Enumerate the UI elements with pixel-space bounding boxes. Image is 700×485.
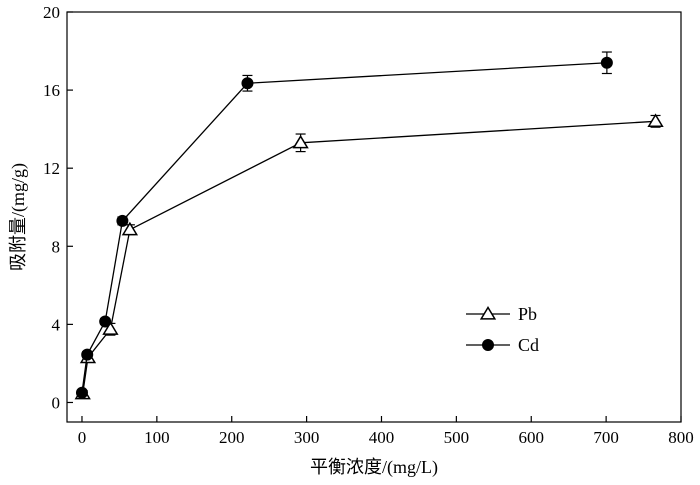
y-axis-ticks: 0 4 8 12 16 20 [43, 3, 73, 412]
series-layer [74, 51, 664, 400]
series-cd [75, 51, 613, 399]
y-axis-label: 吸附量/(mg/g) [8, 163, 29, 271]
y-tick-label: 0 [52, 393, 61, 412]
x-axis-label: 平衡浓度/(mg/L) [310, 457, 438, 478]
y-tick-label: 12 [43, 159, 60, 178]
legend: Pb Cd [466, 304, 539, 355]
legend-marker [482, 339, 494, 351]
series-line-pb [82, 120, 656, 394]
y-tick-label: 4 [52, 315, 61, 334]
data-point-pb [647, 113, 664, 127]
data-point-pb [121, 221, 139, 236]
x-tick-label: 400 [369, 428, 395, 447]
legend-item-pb: Pb [466, 304, 537, 324]
data-point-cd [116, 214, 129, 227]
data-point-cd [600, 56, 613, 69]
data-point-cd [99, 315, 112, 328]
y-tick-label: 8 [52, 237, 61, 256]
x-tick-label: 600 [518, 428, 544, 447]
legend-label: Cd [518, 335, 539, 355]
plot-frame [66, 11, 682, 423]
series-pb [74, 113, 664, 400]
data-point-cd [81, 348, 94, 361]
data-point-cd [241, 77, 254, 90]
x-tick-label: 200 [219, 428, 245, 447]
x-tick-label: 0 [78, 428, 87, 447]
data-point-cd [75, 386, 88, 399]
legend-marker [479, 306, 497, 320]
legend-item-cd: Cd [466, 335, 539, 355]
x-tick-label: 700 [593, 428, 619, 447]
series-line-cd [81, 62, 607, 393]
y-tick-label: 20 [43, 3, 60, 22]
data-point-pb [102, 321, 119, 335]
x-axis-ticks: 0 100 200 300 400 500 600 700 800 [78, 416, 694, 447]
y-tick-label: 16 [43, 81, 60, 100]
x-tick-label: 100 [144, 428, 170, 447]
x-tick-label: 800 [668, 428, 694, 447]
x-tick-label: 500 [444, 428, 470, 447]
x-tick-label: 300 [294, 428, 320, 447]
data-point-pb [292, 134, 309, 149]
legend-label: Pb [518, 304, 537, 324]
